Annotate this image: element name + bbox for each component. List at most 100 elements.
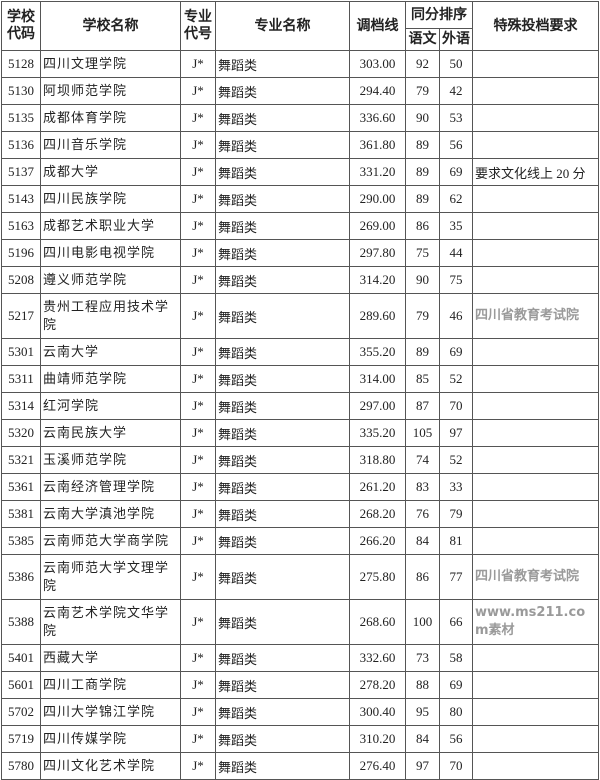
table-row: 5137 成都大学 J* 舞蹈类 331.20 89 69 要求文化线上 20 分 <box>1 158 599 186</box>
major-code-cell: J* <box>180 50 216 78</box>
special-requirement-cell: 要求文化线上 20 分 <box>472 158 599 186</box>
table-row: 5381 云南大学滇池学院 J* 舞蹈类 268.20 76 79 <box>1 500 599 528</box>
score-cell: 268.60 <box>349 599 406 645</box>
school-code-cell: 5137 <box>1 158 41 186</box>
school-name-cell: 云南师范大学商学院 <box>40 527 181 555</box>
school-name-cell: 四川电影电视学院 <box>40 239 181 267</box>
score-cell: 314.00 <box>349 365 406 393</box>
score-cell: 297.00 <box>349 392 406 420</box>
chinese-rank-cell: 97 <box>405 752 440 780</box>
header-school-name: 学校名称 <box>40 1 181 51</box>
school-code-cell: 5130 <box>1 77 41 105</box>
table-row: 5163 成都艺术职业大学 J* 舞蹈类 269.00 86 35 <box>1 212 599 240</box>
chinese-rank-cell: 86 <box>405 212 440 240</box>
table-row: 5196 四川电影电视学院 J* 舞蹈类 297.80 75 44 <box>1 239 599 267</box>
table-row: 5702 四川大学锦江学院 J* 舞蹈类 300.40 95 80 <box>1 698 599 726</box>
school-code-cell: 5143 <box>1 185 41 213</box>
chinese-rank-cell: 95 <box>405 698 440 726</box>
special-requirement-cell <box>472 185 599 213</box>
school-code-cell: 5314 <box>1 392 41 420</box>
major-code-cell: J* <box>180 338 216 366</box>
school-code-cell: 5401 <box>1 644 41 672</box>
school-code-cell: 5719 <box>1 725 41 753</box>
header-score: 调档线 <box>349 1 406 51</box>
foreign-rank-cell: 62 <box>439 185 473 213</box>
chinese-rank-cell: 89 <box>405 185 440 213</box>
foreign-rank-cell: 69 <box>439 158 473 186</box>
score-cell: 331.20 <box>349 158 406 186</box>
chinese-rank-cell: 85 <box>405 365 440 393</box>
foreign-rank-cell: 97 <box>439 419 473 447</box>
school-code-cell: 5301 <box>1 338 41 366</box>
major-name-cell: 舞蹈类 <box>215 266 350 294</box>
school-name-cell: 成都体育学院 <box>40 104 181 132</box>
chinese-rank-cell: 90 <box>405 266 440 294</box>
school-code-cell: 5135 <box>1 104 41 132</box>
major-name-cell: 舞蹈类 <box>215 644 350 672</box>
major-code-cell: J* <box>180 527 216 555</box>
header-special: 特殊投档要求 <box>472 1 599 51</box>
table-row: 5385 云南师范大学商学院 J* 舞蹈类 266.20 84 81 <box>1 527 599 555</box>
foreign-rank-cell: 81 <box>439 527 473 555</box>
foreign-rank-cell: 79 <box>439 500 473 528</box>
major-code-cell: J* <box>180 239 216 267</box>
table-row: 5311 曲靖师范学院 J* 舞蹈类 314.00 85 52 <box>1 365 599 393</box>
school-name-cell: 云南民族大学 <box>40 419 181 447</box>
school-code-cell: 5136 <box>1 131 41 159</box>
chinese-rank-cell: 90 <box>405 104 440 132</box>
school-code-cell: 5311 <box>1 365 41 393</box>
chinese-rank-cell: 74 <box>405 446 440 474</box>
school-name-cell: 西藏大学 <box>40 644 181 672</box>
site-watermark: www.ms211.com素材 <box>475 605 586 638</box>
major-name-cell: 舞蹈类 <box>215 419 350 447</box>
chinese-rank-cell: 83 <box>405 473 440 501</box>
school-name-cell: 云南大学 <box>40 338 181 366</box>
major-code-cell: J* <box>180 725 216 753</box>
score-cell: 332.60 <box>349 644 406 672</box>
school-code-cell: 5386 <box>1 554 41 600</box>
score-cell: 294.40 <box>349 77 406 105</box>
major-code-cell: J* <box>180 599 216 645</box>
school-name-cell: 贵州工程应用技术学院 <box>40 293 181 339</box>
foreign-rank-cell: 56 <box>439 725 473 753</box>
major-name-cell: 舞蹈类 <box>215 365 350 393</box>
school-code-cell: 5217 <box>1 293 41 339</box>
special-requirement-cell <box>472 671 599 699</box>
chinese-rank-cell: 76 <box>405 500 440 528</box>
foreign-rank-cell: 46 <box>439 293 473 339</box>
school-code-cell: 5388 <box>1 599 41 645</box>
school-name-cell: 曲靖师范学院 <box>40 365 181 393</box>
foreign-rank-cell: 70 <box>439 392 473 420</box>
header-chinese: 语文 <box>405 28 440 51</box>
major-code-cell: J* <box>180 500 216 528</box>
major-code-cell: J* <box>180 365 216 393</box>
major-name-cell: 舞蹈类 <box>215 599 350 645</box>
major-name-cell: 舞蹈类 <box>215 77 350 105</box>
major-name-cell: 舞蹈类 <box>215 527 350 555</box>
foreign-rank-cell: 80 <box>439 698 473 726</box>
chinese-rank-cell: 86 <box>405 554 440 600</box>
chinese-rank-cell: 92 <box>405 50 440 78</box>
school-name-cell: 云南师范大学文理学院 <box>40 554 181 600</box>
school-code-cell: 5196 <box>1 239 41 267</box>
foreign-rank-cell: 33 <box>439 473 473 501</box>
header-major-code: 专业代号 <box>180 1 216 51</box>
watermark: 四川省教育考试院 <box>475 569 580 584</box>
watermark: 四川省教育考试院 <box>475 308 580 323</box>
chinese-rank-cell: 73 <box>405 644 440 672</box>
major-name-cell: 舞蹈类 <box>215 239 350 267</box>
chinese-rank-cell: 79 <box>405 293 440 339</box>
major-code-cell: J* <box>180 752 216 780</box>
special-requirement-cell <box>472 644 599 672</box>
major-code-cell: J* <box>180 131 216 159</box>
score-cell: 336.60 <box>349 104 406 132</box>
school-code-cell: 5601 <box>1 671 41 699</box>
table-row: 5361 云南经济管理学院 J* 舞蹈类 261.20 83 33 <box>1 473 599 501</box>
score-cell: 314.20 <box>349 266 406 294</box>
special-requirement-cell <box>472 212 599 240</box>
score-cell: 297.80 <box>349 239 406 267</box>
special-requirement-cell <box>472 104 599 132</box>
score-cell: 310.20 <box>349 725 406 753</box>
table-row: 5301 云南大学 J* 舞蹈类 355.20 89 69 <box>1 338 599 366</box>
school-name-cell: 红河学院 <box>40 392 181 420</box>
